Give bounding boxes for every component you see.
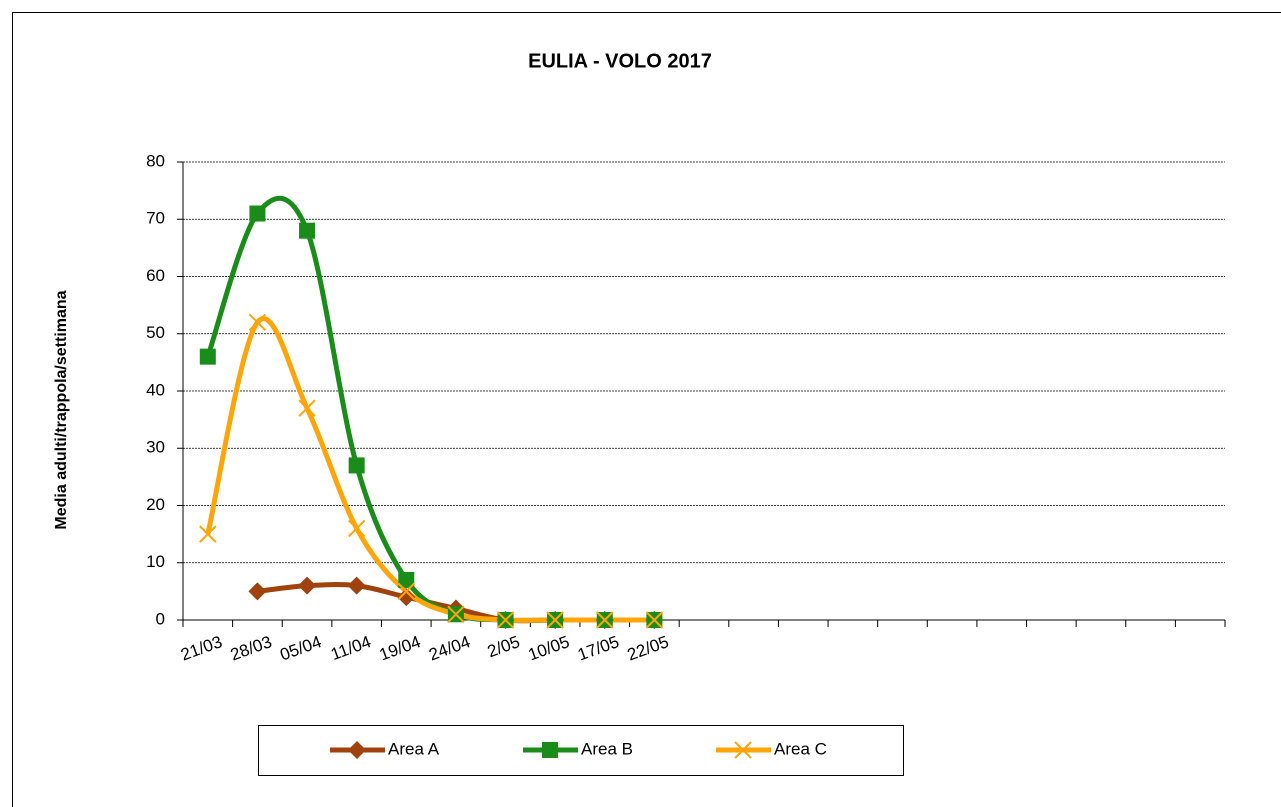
y-tick-label: 10	[146, 552, 165, 571]
legend-label: Area A	[388, 739, 440, 758]
marker	[298, 576, 317, 595]
marker	[645, 611, 664, 629]
y-tick-label: 70	[146, 209, 165, 228]
chart-title: EULIA - VOLO 2017	[528, 50, 712, 72]
marker	[347, 519, 366, 538]
marker	[734, 741, 752, 759]
marker	[249, 205, 266, 222]
y-tick-label: 60	[146, 266, 165, 285]
y-tick-label: 40	[146, 380, 165, 399]
y-axis-title: Media adulti/trappola/settimana	[53, 290, 70, 529]
marker	[546, 611, 564, 629]
marker	[248, 582, 267, 601]
marker	[496, 611, 515, 629]
marker	[542, 742, 558, 758]
marker	[298, 399, 316, 417]
marker	[348, 457, 365, 474]
legend-label: Area B	[581, 739, 633, 758]
marker	[596, 611, 614, 629]
legend-label: Area C	[774, 739, 827, 758]
marker	[398, 571, 415, 588]
y-tick-label: 30	[146, 438, 165, 457]
marker	[348, 741, 366, 759]
marker	[397, 588, 416, 607]
y-tick-label: 80	[146, 151, 165, 170]
marker	[347, 576, 366, 595]
marker	[447, 605, 465, 623]
y-tick-label: 20	[146, 495, 165, 514]
marker	[248, 313, 267, 332]
chart-frame	[12, 12, 1281, 807]
marker	[199, 525, 217, 543]
y-tick-label: 0	[156, 609, 165, 628]
marker	[299, 222, 316, 239]
marker	[397, 582, 415, 601]
marker	[199, 348, 216, 365]
y-tick-label: 50	[146, 323, 165, 342]
